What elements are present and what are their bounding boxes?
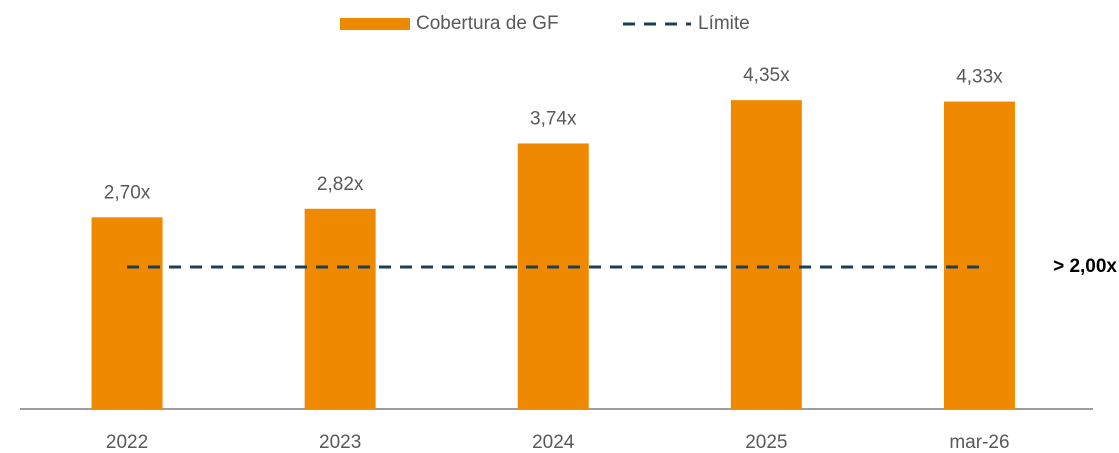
bar [943,101,1015,409]
x-tick-label: mar-26 [949,432,1009,453]
bar [304,208,376,409]
data-label: 3,74x [530,108,577,129]
data-label: 2,70x [104,182,151,203]
data-label: 4,35x [743,65,790,86]
x-tick-label: 2023 [319,432,361,453]
bar [91,217,163,409]
bar [730,100,802,410]
data-label: 2,82x [317,174,364,195]
x-tick-label: 2022 [106,432,148,453]
limit-label: > 2,00x [1053,256,1117,277]
legend-label: Límite [698,13,750,34]
bar [517,143,589,409]
x-tick-label: 2025 [745,432,787,453]
x-tick-label: 2024 [532,432,575,453]
legend-swatch [340,18,410,30]
data-label: 4,33x [956,67,1003,88]
legend-label: Cobertura de GF [416,13,559,34]
